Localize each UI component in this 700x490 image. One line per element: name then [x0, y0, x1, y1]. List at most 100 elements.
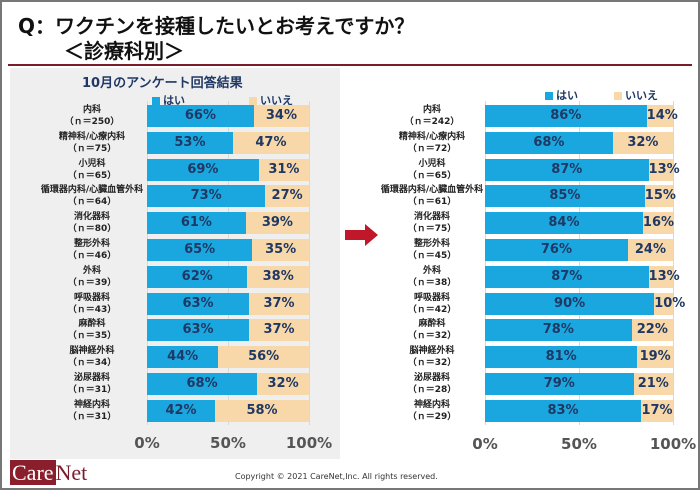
- category-label: 内科 （ｎ＝242）: [352, 104, 512, 128]
- x-tick-label: 50%: [561, 435, 597, 453]
- sample-size: （ｎ＝80）: [67, 224, 117, 235]
- data-label-yes: 84%: [548, 215, 580, 231]
- x-tick-label: 50%: [210, 434, 246, 452]
- sample-size: （ｎ＝29）: [407, 411, 457, 422]
- sample-size: （ｎ＝65）: [407, 170, 457, 181]
- data-label-no: 56%: [248, 349, 280, 365]
- data-label-no: 10%: [654, 295, 686, 311]
- bar-no: [245, 212, 309, 235]
- gridline: [673, 101, 674, 425]
- data-label-no: 27%: [271, 188, 303, 204]
- sample-size: （ｎ＝31）: [67, 385, 117, 395]
- category-name: 精神科/心療内科: [58, 131, 126, 142]
- category-name: 精神科/心療内科: [398, 131, 466, 142]
- copyright: Copyright © 2021 CareNet,Inc. All rights…: [235, 472, 438, 481]
- category-label: 精神科/心療内科 （ｎ＝75）: [12, 131, 172, 155]
- category-label: 泌尿器科 （ｎ＝28）: [352, 372, 512, 396]
- category-name: 整形外科: [73, 239, 110, 249]
- data-label-no: 39%: [261, 215, 293, 231]
- bar-no: [258, 158, 309, 181]
- sample-size: （ｎ＝39）: [67, 277, 117, 288]
- data-label-yes: 69%: [187, 161, 219, 177]
- data-label-no: 16%: [642, 215, 675, 231]
- sample-size: （ｎ＝61）: [407, 197, 457, 208]
- legend-swatch: [249, 97, 257, 105]
- data-label-no: 32%: [267, 376, 299, 391]
- category-name: 外科: [422, 265, 441, 276]
- bar-no: [218, 346, 309, 369]
- category-label: 神経内科 （ｎ＝31）: [12, 399, 172, 423]
- category-label: 循環器内科/心臓血管外科 （ｎ＝64）: [12, 184, 172, 208]
- bar-no: [642, 212, 673, 235]
- data-label-yes: 63%: [182, 322, 214, 338]
- category-name: 消化器科: [73, 212, 110, 223]
- data-label-no: 17%: [641, 402, 673, 418]
- data-label-no: 21%: [637, 376, 669, 391]
- data-label-yes: 61%: [180, 215, 212, 231]
- category-name: 泌尿器科: [73, 373, 110, 383]
- bar-yes: [485, 105, 647, 127]
- data-label-no: 15%: [644, 188, 676, 204]
- category-name: 循環器内科/心臓血管外科: [40, 185, 144, 196]
- sample-size: （ｎ＝43）: [67, 304, 117, 315]
- bar-no: [654, 292, 673, 315]
- category-name: 循環器内科/心臓血管外科: [380, 185, 484, 196]
- data-label-yes: 44%: [167, 349, 199, 365]
- legend-label: はい: [163, 94, 185, 107]
- data-label-no: 24%: [634, 242, 666, 257]
- category-label: 小児科 （ｎ＝65）: [352, 158, 512, 182]
- legend-item-no: いいえ: [614, 87, 658, 103]
- data-label-yes: 76%: [540, 242, 572, 257]
- category-label: 呼吸器科 （ｎ＝43）: [12, 292, 172, 316]
- data-label-no: 13%: [648, 268, 680, 284]
- category-name: 脳神経外科: [69, 346, 115, 357]
- bar-no: [249, 319, 309, 342]
- bar-no: [644, 185, 673, 208]
- bar-yes: [147, 373, 258, 395]
- data-label-yes: 81%: [545, 349, 577, 365]
- legend-item-yes: はい: [152, 92, 185, 108]
- data-label-yes: 63%: [182, 295, 214, 311]
- bar-yes: [485, 185, 645, 208]
- data-label-no: 58%: [246, 402, 278, 418]
- bar-no: [252, 239, 309, 261]
- category-name: 整形外科: [413, 239, 450, 249]
- bar-yes: [485, 346, 638, 369]
- data-label-no: 47%: [255, 134, 287, 150]
- category-name: 小児科: [418, 158, 446, 169]
- sample-size: （ｎ＝64）: [67, 197, 117, 208]
- sample-size: （ｎ＝45）: [407, 251, 457, 261]
- category-name: 内科: [422, 105, 441, 115]
- data-label-yes: 68%: [186, 376, 218, 391]
- legend-label: いいえ: [625, 89, 658, 102]
- data-label-no: 38%: [262, 268, 294, 284]
- category-label: 脳神経外科 （ｎ＝32）: [352, 345, 512, 369]
- bar-yes: [147, 105, 254, 127]
- category-label: 脳神経外科 （ｎ＝34）: [12, 345, 172, 369]
- bar-yes: [147, 239, 253, 261]
- data-label-yes: 53%: [174, 134, 206, 150]
- data-label-yes: 73%: [190, 188, 222, 204]
- sample-size: （ｎ＝242）: [404, 117, 460, 127]
- bar-no: [215, 399, 309, 422]
- category-label: 麻酔科 （ｎ＝32）: [352, 318, 512, 342]
- bar-yes: [485, 319, 632, 342]
- legend-label: はい: [556, 89, 578, 102]
- gridline: [228, 101, 229, 425]
- x-tick-label: 0%: [134, 434, 160, 452]
- data-label-no: 37%: [263, 295, 295, 311]
- data-label-yes: 79%: [543, 376, 575, 391]
- legend-swatch: [152, 97, 160, 105]
- bar-no: [249, 292, 309, 315]
- bar-no: [648, 158, 673, 181]
- data-label-yes: 65%: [184, 242, 216, 257]
- bar-no: [646, 105, 673, 127]
- data-label-no: 34%: [265, 108, 297, 123]
- category-name: 内科: [82, 105, 101, 115]
- bar-yes: [485, 265, 649, 288]
- x-tick-label: 100%: [285, 434, 333, 452]
- bar-yes: [147, 346, 219, 369]
- bar-yes: [147, 319, 250, 342]
- category-name: 呼吸器科: [413, 292, 450, 303]
